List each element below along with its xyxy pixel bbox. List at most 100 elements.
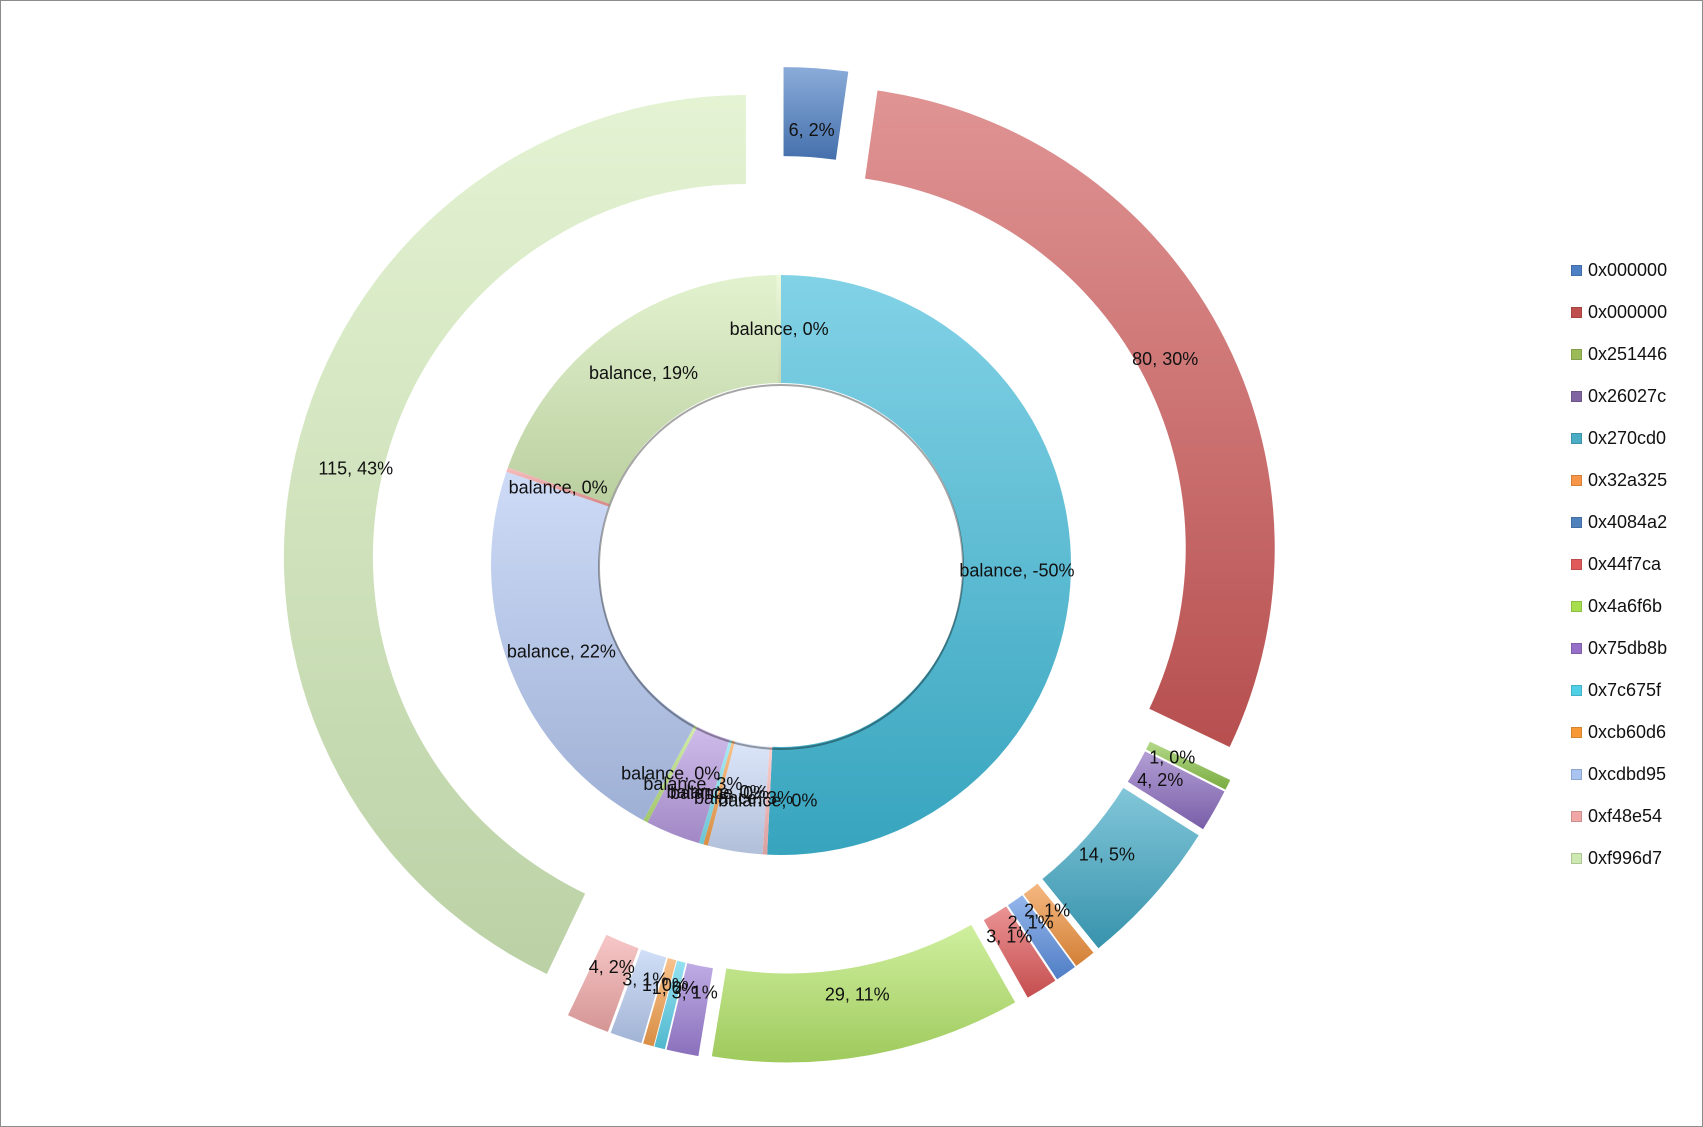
inner-slice-label-6: balance, 0% [621, 764, 720, 784]
legend-swatch [1571, 642, 1582, 654]
outer-slice-10 [654, 960, 686, 1050]
outer-slice-11 [643, 958, 677, 1047]
inner-slice-label-1: balance, 0% [718, 791, 817, 811]
legend-label: 0x251446 [1588, 343, 1668, 364]
legend-swatch [1571, 432, 1582, 444]
inner-slice-1 [762, 746, 773, 855]
legend-label: 0x000000 [1588, 259, 1668, 280]
legend-label: 0x26027c [1588, 385, 1667, 406]
inner-slice-label-7: balance, 22% [507, 641, 616, 661]
legend-label: 0xf48e54 [1588, 805, 1663, 826]
legend-swatch [1571, 600, 1582, 612]
legend-label: 0x4a6f6b [1588, 595, 1663, 616]
outer-slice-label-12: 3, 1% [622, 969, 668, 989]
legend-swatch [1571, 348, 1582, 360]
inner-slice-5 [647, 726, 730, 844]
outer-slice-label-13: 4, 2% [589, 957, 635, 977]
legend-item: 0x000000 [1571, 259, 1667, 281]
legend-label: 0x4084a2 [1588, 511, 1668, 532]
outer-slice-1 [865, 90, 1275, 748]
legend-label: 0xf996d7 [1588, 847, 1663, 868]
legend-swatch [1571, 390, 1582, 402]
legend-label: 0x270cd0 [1588, 427, 1667, 448]
outer-slice-9 [666, 963, 713, 1057]
inner-slice-8 [506, 467, 610, 507]
outer-slice-label-8: 29, 11% [825, 984, 890, 1004]
outer-slice-label-11: 1, 0% [642, 975, 688, 995]
legend-item: 0x251446 [1571, 343, 1667, 365]
legend-swatch [1571, 306, 1582, 318]
legend-swatch [1571, 810, 1582, 822]
inner-slice-2 [707, 741, 770, 855]
outer-ring [283, 67, 1275, 1063]
legend-item: 0xf48e54 [1571, 805, 1662, 827]
legend-item: 0xf996d7 [1571, 847, 1662, 869]
inner-slice-3 [703, 740, 736, 846]
inner-slice-9 [507, 275, 779, 504]
legend-item: 0x7c675f [1571, 679, 1661, 701]
outer-slice-12 [610, 949, 667, 1044]
legend-label: 0x44f7ca [1588, 553, 1662, 574]
inner-slice-10 [776, 275, 781, 384]
legend-label: 0x7c675f [1588, 679, 1662, 700]
outer-slice-label-6: 2, 1% [1008, 912, 1054, 932]
legend-swatch [1571, 852, 1582, 864]
outer-slice-label-0: 6, 2% [789, 120, 835, 140]
inner-slice-label-2: balance, 3% [694, 788, 793, 808]
outer-slice-label-7: 3, 1% [986, 926, 1032, 946]
inner-slice-label-10: balance, 0% [730, 319, 829, 339]
outer-slice-4 [1042, 787, 1199, 949]
inner-slice-label-5: balance, 3% [643, 774, 742, 794]
legend-item: 0x4084a2 [1571, 511, 1667, 533]
outer-slice-label-3: 4, 2% [1137, 770, 1183, 790]
outer-slice-14 [283, 95, 746, 974]
legend-item: 0xcdbd95 [1571, 763, 1666, 785]
outer-slice-label-4: 14, 5% [1079, 845, 1135, 865]
legend-item: 0x75db8b [1571, 637, 1667, 659]
data-labels: balance, -50%balance, 0%balance, 3%balan… [318, 120, 1198, 1004]
outer-slice-13 [567, 934, 639, 1032]
inner-slice-7 [490, 471, 695, 821]
legend-label: 0x000000 [1588, 301, 1668, 322]
legend-item: 0x270cd0 [1571, 427, 1666, 449]
outer-slice-label-5: 2, 1% [1024, 900, 1070, 920]
legend-label: 0x75db8b [1588, 637, 1668, 658]
outer-slice-label-2: 1, 0% [1149, 747, 1195, 767]
inner-ring-shadow [598, 384, 964, 750]
legend-swatch [1571, 684, 1582, 696]
inner-slice-6 [643, 725, 698, 823]
legend-swatch [1571, 726, 1582, 738]
outer-slice-label-9: 3, 1% [672, 982, 718, 1002]
legend-swatch [1571, 264, 1582, 276]
inner-slice-4 [698, 739, 733, 845]
legend-label: 0x32a325 [1588, 469, 1668, 490]
outer-slice-label-1: 80, 30% [1132, 349, 1198, 369]
outer-slice-label-10: 1, 0% [652, 978, 698, 998]
legend-item: 0x32a325 [1571, 469, 1667, 491]
legend-label: 0xcdbd95 [1588, 763, 1667, 784]
legend-item: 0x26027c [1571, 385, 1666, 407]
legend-swatch [1571, 768, 1582, 780]
legend-item: 0x4a6f6b [1571, 595, 1662, 617]
outer-slice-6 [1007, 895, 1075, 980]
outer-slice-0 [783, 67, 849, 160]
inner-ring [490, 275, 1072, 856]
legend-item: 0xcb60d6 [1571, 721, 1666, 743]
inner-slice-label-0: balance, -50% [959, 561, 1074, 581]
legend-item: 0x44f7ca [1571, 553, 1661, 575]
legend-item: 0x000000 [1571, 301, 1667, 323]
legend-swatch [1571, 558, 1582, 570]
legend-swatch [1571, 474, 1582, 486]
inner-slice-0 [767, 275, 1072, 856]
outer-slice-3 [1127, 751, 1225, 830]
inner-slice-label-8: balance, 0% [509, 477, 608, 497]
inner-slice-label-4: balance, 0% [666, 782, 765, 802]
legend-label: 0xcb60d6 [1588, 721, 1667, 742]
outer-slice-5 [1023, 883, 1094, 967]
legend-swatch [1571, 516, 1582, 528]
outer-slice-2 [1146, 741, 1231, 790]
inner-slice-label-3: balance, 0% [670, 783, 769, 803]
inner-slice-label-9: balance, 19% [589, 363, 698, 383]
